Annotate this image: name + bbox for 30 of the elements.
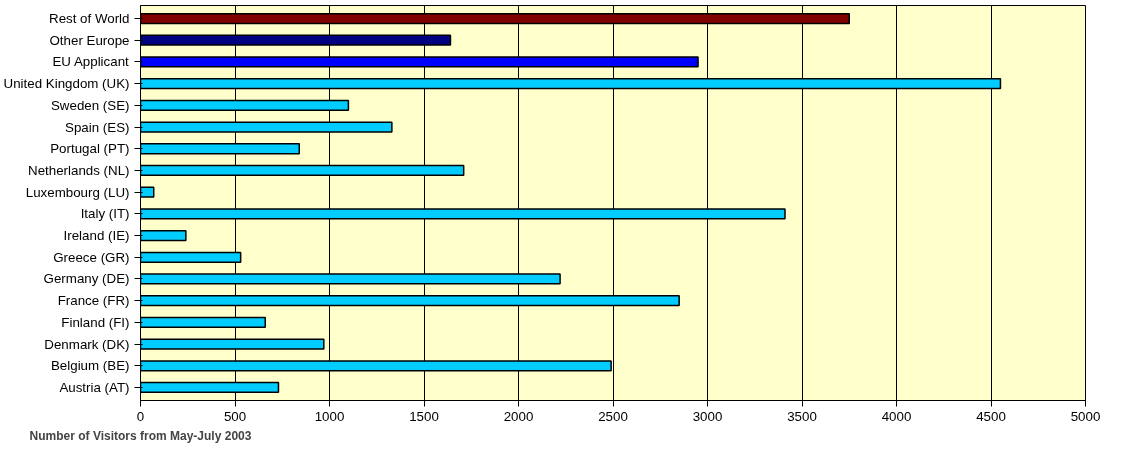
y-tick-label: Germany (DE) [43,271,130,287]
y-tick-label: EU Applicant [52,54,130,70]
x-tick-label: 3000 [692,408,723,424]
x-tick-label: 2500 [598,408,628,424]
y-tick-label: Rest of World [49,11,130,27]
x-axis-title: Number of Visitors from May-July 2003 [29,428,252,443]
x-tick-label: 2000 [503,408,534,424]
y-tick-label: Ireland (IE) [63,228,130,244]
x-tick-label: 500 [223,408,247,424]
x-tick-label: 1500 [409,408,439,424]
x-tick-label: 1000 [314,408,345,424]
y-tick-label: Austria (AT) [59,379,130,395]
y-tick-label: Luxembourg (LU) [25,184,130,200]
y-tick-label: Spain (ES) [65,119,130,135]
y-tick-label: Netherlands (NL) [28,162,130,178]
x-tick-label: 4500 [976,408,1006,424]
y-tick-label: United Kingdom (UK) [3,76,130,92]
x-tick-label: 0 [136,408,145,424]
x-tick-label: 5000 [1070,408,1101,424]
y-tick-label: Greece (GR) [53,249,130,265]
x-tick-label: 4000 [881,408,912,424]
y-tick-label: Portugal (PT) [50,141,130,157]
y-tick-label: France (FR) [57,293,130,309]
y-tick-label: Denmark (DK) [44,336,130,352]
y-tick-label: Italy (IT) [80,206,130,222]
y-tick-label: Other Europe [49,32,130,48]
y-tick-label: Sweden (SE) [50,97,130,113]
y-tick-label: Belgium (BE) [50,358,130,374]
y-tick-label: Finland (FI) [61,314,130,330]
x-tick-label: 3500 [787,408,817,424]
